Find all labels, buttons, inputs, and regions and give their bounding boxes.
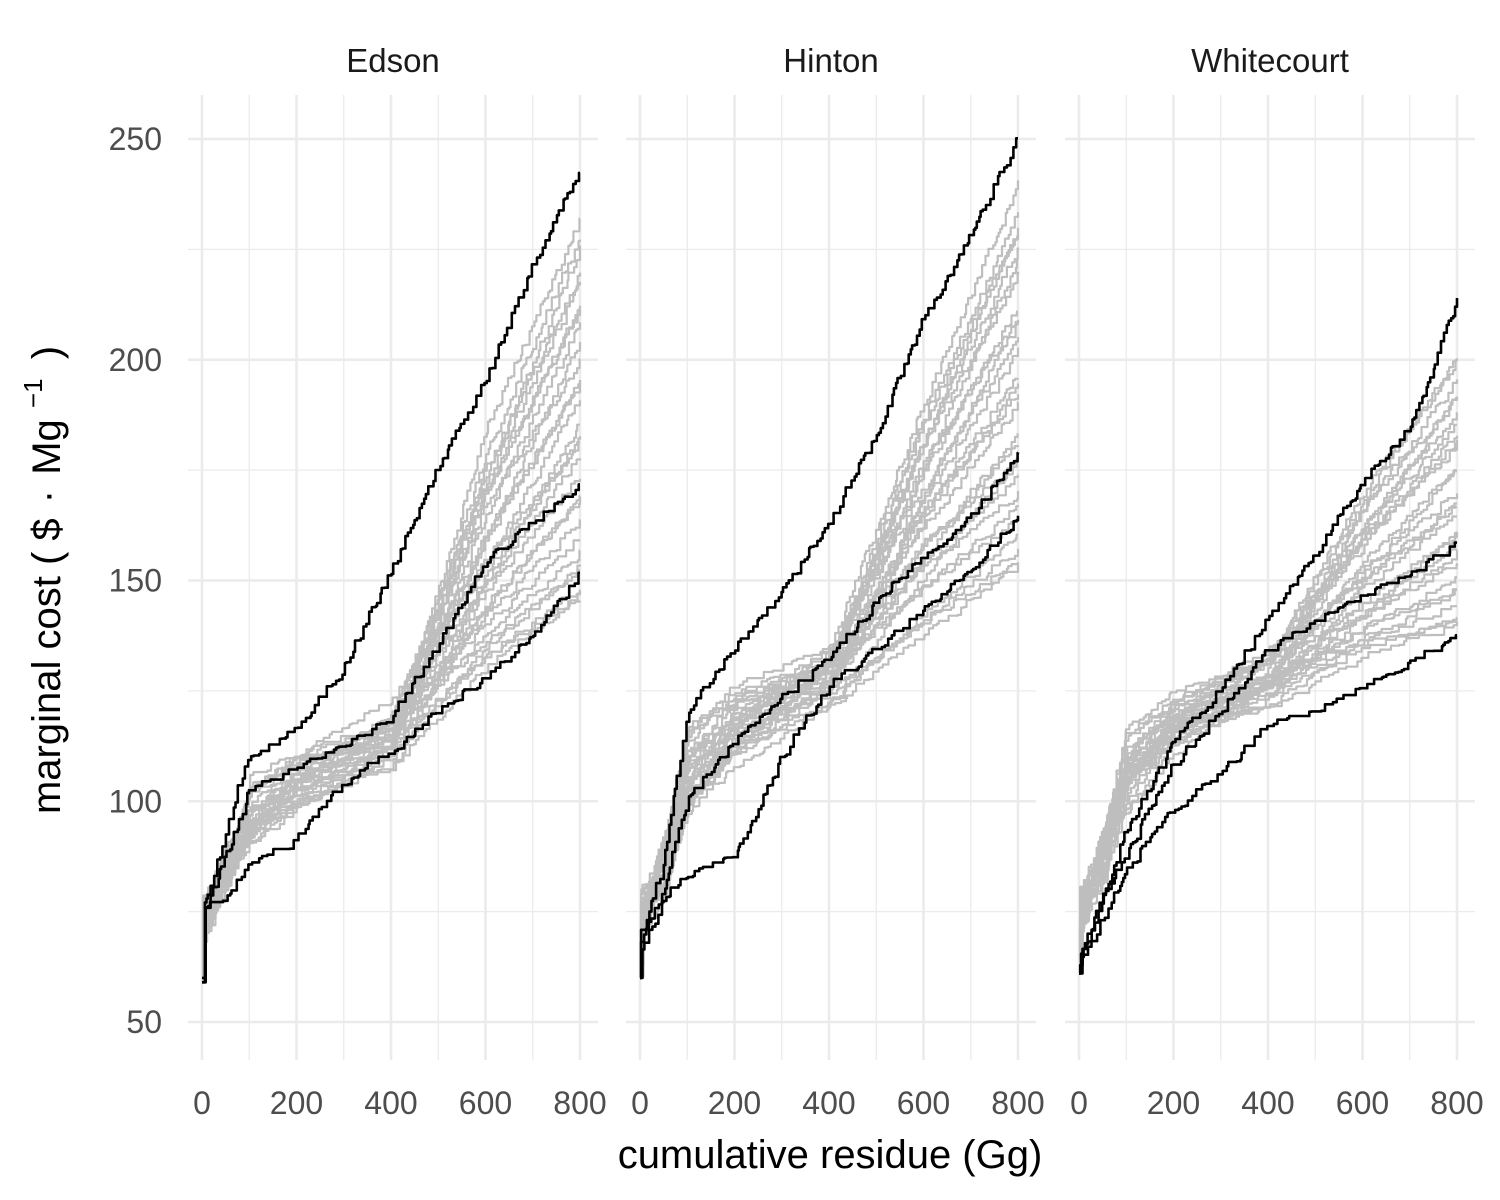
x-tick-label: 400 <box>364 1085 417 1121</box>
background-series-line <box>640 227 1020 968</box>
y-tick-label: 250 <box>109 121 162 157</box>
x-tick-label: 600 <box>459 1085 512 1121</box>
highlighted-series-group <box>1078 298 1459 975</box>
x-tick-label: 600 <box>897 1085 950 1121</box>
highlighted-series-line <box>639 451 1020 980</box>
x-tick-label: 800 <box>991 1085 1044 1121</box>
facet-title: Edson <box>346 42 440 79</box>
background-series-line <box>640 457 1018 966</box>
background-series-line <box>640 533 1018 966</box>
y-tick-label: 100 <box>109 783 162 819</box>
highlighted-series-line <box>202 483 580 980</box>
y-tick-label: 200 <box>109 342 162 378</box>
y-tick-label: 150 <box>109 563 162 599</box>
y-tick-label: 50 <box>126 1004 162 1040</box>
x-tick-label: 200 <box>708 1085 761 1121</box>
highlighted-series-group <box>202 171 581 984</box>
highlighted-series-line <box>202 171 581 984</box>
panel-grid <box>188 95 598 1060</box>
y-axis-title-suffix: ) <box>25 346 69 359</box>
facet-panel: Hinton 0 200 400 600 800 <box>626 42 1045 1121</box>
y-axis-title-unit: Mg <box>25 419 69 475</box>
background-series-line <box>640 180 1020 976</box>
facet-title: Whitecourt <box>1191 42 1349 79</box>
background-series-line <box>1079 396 1459 970</box>
highlighted-series-line <box>1079 298 1459 975</box>
background-series-line <box>1079 435 1459 967</box>
highlighted-series-group <box>639 137 1020 980</box>
background-series-line <box>202 305 582 976</box>
background-series-line <box>202 281 582 975</box>
y-axis-title-dot: · <box>25 490 69 503</box>
y-axis-title-exponent: −1 <box>18 378 48 408</box>
x-tick-label: 400 <box>1241 1085 1294 1121</box>
highlighted-series-line <box>202 571 580 984</box>
y-axis-title-prefix: marginal cost ( $ <box>25 518 69 814</box>
x-tick-label: 0 <box>631 1085 649 1121</box>
highlighted-series-line <box>1078 634 1458 975</box>
facet-panel: Edson 0 200 400 600 800 <box>188 42 607 1121</box>
x-tick-label: 600 <box>1336 1085 1389 1121</box>
facet-panel: Whitecourt 0 200 400 600 800 <box>1065 42 1484 1121</box>
highlighted-series-line <box>639 137 1019 980</box>
background-series-line <box>640 320 1020 968</box>
x-tick-label: 200 <box>1147 1085 1200 1121</box>
background-series-line <box>640 377 1020 968</box>
y-axis-title: marginal cost ( $ · Mg −1 ) <box>7 346 69 814</box>
background-series-line <box>202 357 581 981</box>
background-series-line <box>1079 470 1457 965</box>
background-series-line <box>1079 379 1459 962</box>
x-axis-title: cumulative residue (Gg) <box>618 1133 1043 1177</box>
background-series-line <box>1079 469 1458 969</box>
x-tick-label: 0 <box>193 1085 211 1121</box>
background-series-line <box>640 258 1019 974</box>
x-tick-label: 0 <box>1070 1085 1088 1121</box>
highlighted-series-line <box>640 515 1020 980</box>
facet-title: Hinton <box>783 42 878 79</box>
x-tick-label: 800 <box>1430 1085 1483 1121</box>
x-tick-label: 200 <box>270 1085 323 1121</box>
background-series-line <box>640 212 1020 979</box>
x-tick-label: 800 <box>553 1085 606 1121</box>
background-series-group <box>201 217 582 983</box>
y-axis-ticks: 50 100 150 200 250 <box>109 121 162 1040</box>
highlighted-series-line <box>1079 541 1458 975</box>
x-tick-label: 400 <box>802 1085 855 1121</box>
